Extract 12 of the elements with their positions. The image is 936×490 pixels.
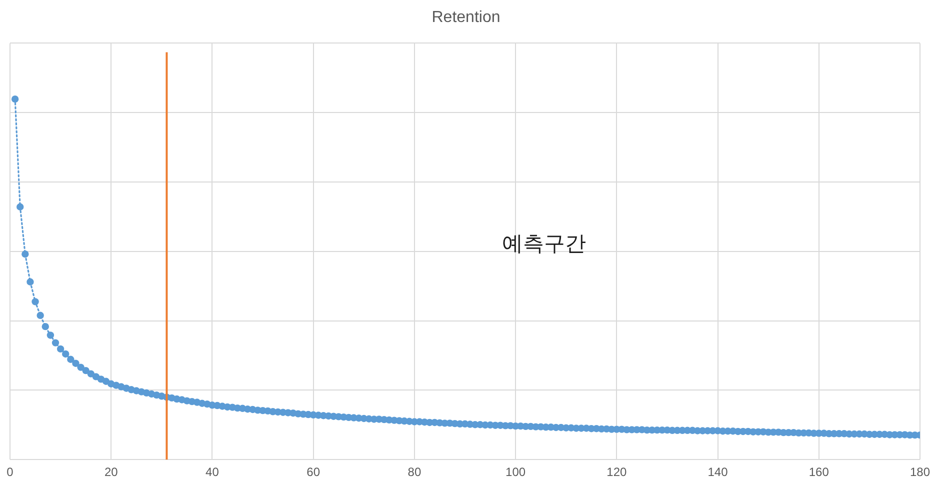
x-tick-label: 0 [6,465,14,480]
chart-title: Retention [432,9,500,26]
annotation: 예측구간 [502,232,586,256]
x-tick-label: 20 [104,465,118,480]
x-tick-label: 100 [506,465,526,480]
x-tick-label: 60 [306,465,320,480]
x-tick-label: 80 [408,465,422,480]
x-tick-label: 40 [206,465,220,480]
x-tick-label: 160 [808,465,830,480]
x-tick-label: 140 [708,465,728,480]
x-tick-label: 120 [606,465,627,480]
x-tick-label: 180 [910,465,930,480]
